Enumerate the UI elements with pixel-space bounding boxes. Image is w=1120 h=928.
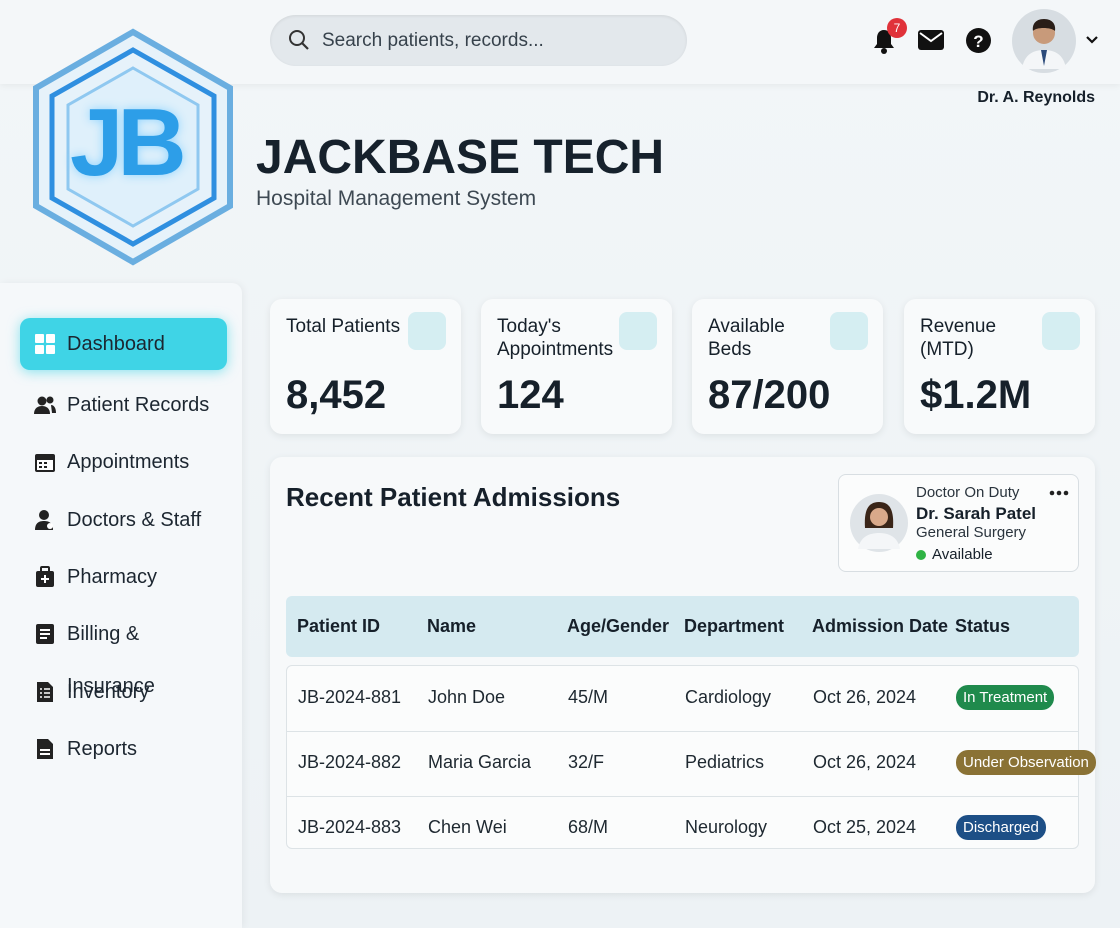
nav-item[interactable]: Dashboard [20,318,227,370]
status-badge: In Treatment [956,685,1055,710]
table-header: Patient ID Name Age/Gender Department Admiss… [286,596,1079,657]
stat-icon [830,312,868,350]
doctor-name: Dr. Sarah Patel [916,504,1037,523]
table-cell: JB-2024-882 [298,752,402,772]
nav-item[interactable]: Billing & Insurance [20,608,227,697]
app-title: JACKBASE TECH [256,131,665,184]
table-cell: Pediatrics [685,752,765,772]
table-row[interactable]: JB-2024-881 John Doe 45/M Cardiology Oct 26,… [287,666,1078,732]
mail-icon[interactable] [918,30,944,50]
table-cell: JB-2024-883 [298,817,402,837]
table-cell: John Doe [428,687,506,707]
stat-icon [408,312,446,350]
nav-item[interactable]: Inventory [20,666,227,718]
more-menu[interactable] [1049,490,1069,496]
user-avatar[interactable] [1012,9,1076,73]
status-dot [916,550,926,560]
column-header: Age/Gender [567,616,670,636]
nav-item[interactable]: Pharmacy [20,551,227,603]
nav-icon [34,396,56,414]
nav-icon [36,566,54,587]
sidebar [0,283,242,928]
table-cell: 32/F [568,752,605,772]
table-cell: Chen Wei [428,817,507,837]
stat-card: Today's Appointments 124 [481,299,672,434]
table-cell: Cardiology [685,687,772,707]
stat-label: Total Patients [286,316,401,337]
nav-item[interactable]: Patient Records [20,379,227,431]
stat-value: $1.2M [920,373,1032,417]
notification-badge: 7 [887,18,907,38]
doctor-department: General Surgery [916,524,1027,541]
stat-value: 124 [497,373,564,417]
doctor-label: Doctor On Duty [916,484,1020,501]
column-header: Name [427,616,477,636]
stat-label: Today's Appointments [497,316,614,360]
search-icon [289,30,309,50]
stat-card: Available Beds 87/200 [692,299,883,434]
table-cell: 45/M [568,687,609,707]
stat-icon [619,312,657,350]
table-row[interactable]: JB-2024-882 Maria Garcia 32/F Pediatrics Oct… [287,731,1096,797]
status-badge: Under Observation [956,750,1096,775]
stat-label: Available Beds [708,316,785,360]
stat-value: 87/200 [708,373,831,417]
nav-icon [35,334,55,354]
nav-icon [37,739,53,759]
stat-card: Revenue (MTD) $1.2M [904,299,1095,434]
table-cell: Maria Garcia [428,752,532,772]
nav-item[interactable]: Reports [20,723,227,775]
stat-icon [1042,312,1080,350]
table-row[interactable]: JB-2024-883 Chen Wei 68/M Neurology Oct 25, … [287,796,1078,861]
nav-icon [37,682,53,702]
panel-title: Recent Patient Admissions [286,482,621,512]
table-cell: Oct 26, 2024 [813,687,917,707]
table-body: JB-2024-881 John Doe 45/M Cardiology Oct 26,… [286,665,1096,849]
admissions-panel: Recent Patient Admissions Doctor On Duty… [270,457,1096,893]
column-header: Admission Date [812,616,949,636]
table-cell: 68/M [568,817,609,837]
column-header: Patient ID [297,616,381,636]
stat-value: 8,452 [286,373,387,417]
search-box[interactable]: Search patients, records... [270,15,687,66]
table-cell: Neurology [685,817,768,837]
nav-item[interactable]: Appointments [20,436,227,488]
table-cell: Oct 26, 2024 [813,752,917,772]
status-badge: Discharged [956,815,1046,840]
help-icon[interactable]: ? [966,28,991,53]
logo-text: JB [70,89,187,196]
nav-icon [35,510,53,530]
doctor-status: Available [932,546,993,563]
logo-emblem [33,28,233,266]
column-header: Department [684,616,785,636]
doctor-card[interactable]: Doctor On Duty Dr. Sarah Patel General S… [838,474,1079,572]
user-menu-chevron[interactable] [1085,35,1099,45]
table-cell: Oct 25, 2024 [813,817,917,837]
nav-item[interactable]: Doctors & Staff [20,494,227,546]
doctor-avatar [850,494,908,552]
search-placeholder: Search patients, records... [322,30,544,51]
stat-card: Total Patients 8,452 [270,299,461,434]
app-subtitle: Hospital Management System [256,187,537,210]
svg-text:?: ? [973,32,983,51]
table-cell: JB-2024-881 [298,687,402,707]
user-name: Dr. A. Reynolds [977,89,1095,106]
nav-icon [36,624,54,644]
nav-icon [35,454,55,472]
column-header: Status [955,616,1011,636]
stat-label: Revenue (MTD) [920,316,997,360]
